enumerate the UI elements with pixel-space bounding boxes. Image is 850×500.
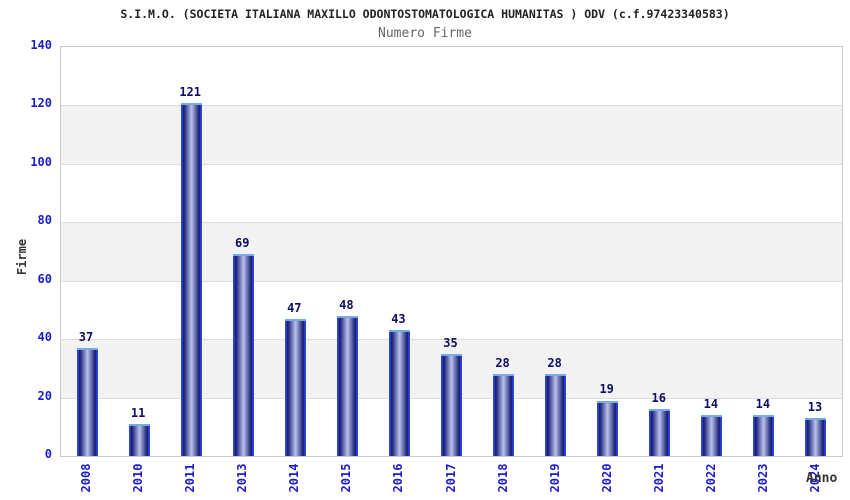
bar-value-label: 16 [651, 391, 666, 406]
x-tick-label: 2017 [443, 463, 458, 493]
bar-2018 [493, 374, 515, 456]
x-tick-label: 2010 [131, 463, 146, 493]
bar-value-label: 47 [287, 300, 302, 315]
y-gridline [61, 280, 842, 282]
x-tick-label: 2018 [495, 463, 510, 493]
y-gridline [61, 163, 842, 165]
plot-area [60, 46, 843, 457]
y-gridline [61, 339, 842, 341]
x-tick-label: 2015 [339, 463, 354, 493]
x-axis-title: Anno [806, 471, 838, 486]
x-tick-label: 2011 [183, 463, 198, 493]
bar-2022 [701, 415, 723, 456]
y-tick-label: 80 [37, 213, 52, 228]
bar-2024 [805, 418, 827, 456]
chart-subtitle: Numero Firme [378, 26, 472, 41]
chart-title: S.I.M.O. (SOCIETA ITALIANA MAXILLO ODONT… [120, 7, 730, 21]
y-tick-label: 120 [30, 96, 52, 111]
bar-2023 [753, 415, 775, 456]
x-tick-label: 2020 [599, 463, 614, 493]
x-tick-label: 2008 [79, 463, 94, 493]
bar-value-label: 121 [179, 84, 201, 99]
bar-2021 [649, 409, 671, 456]
bar-value-label: 48 [339, 297, 354, 312]
x-tick-label: 2023 [755, 463, 770, 493]
y-tick-label: 0 [44, 447, 52, 461]
y-tick-label: 40 [37, 330, 52, 345]
bar-value-label: 43 [391, 312, 406, 327]
bar-value-label: 35 [443, 335, 458, 350]
bar-value-label: 14 [703, 397, 719, 412]
bar-value-label: 14 [755, 397, 771, 412]
y-tick-label: 100 [30, 154, 52, 169]
bar-2015 [336, 315, 358, 456]
bar-value-label: 11 [130, 405, 146, 420]
x-tick-label: 2021 [651, 463, 666, 493]
y-tick-label: 140 [30, 38, 52, 52]
y-tick-label: 60 [37, 271, 52, 286]
plot-band [61, 280, 842, 340]
bar-2008 [76, 347, 98, 456]
bar-value-label: 13 [807, 400, 823, 415]
x-tick-label: 2022 [703, 463, 718, 493]
y-axis-title: Firme [15, 238, 29, 276]
y-tick-label: 20 [37, 388, 52, 403]
bar-2016 [388, 330, 410, 456]
bar-2010 [128, 423, 150, 456]
bar-2020 [597, 400, 619, 456]
plot-band [61, 222, 842, 281]
x-tick-label: 2019 [547, 463, 562, 493]
plot-band [61, 163, 842, 223]
y-gridline [61, 222, 842, 224]
bar-2019 [545, 374, 567, 456]
plot-band [61, 47, 842, 106]
bar-value-label: 69 [234, 236, 250, 251]
bar-2014 [284, 318, 306, 456]
bar-value-label: 19 [599, 382, 614, 397]
bar-value-label: 28 [495, 356, 510, 371]
y-gridline [61, 105, 842, 107]
bar-value-label: 37 [78, 329, 94, 344]
bar-2017 [441, 353, 462, 456]
bar-2013 [232, 254, 254, 456]
x-tick-label: 2016 [391, 463, 406, 493]
bar-value-label: 28 [547, 356, 562, 371]
x-tick-label: 2013 [235, 463, 250, 493]
bar-2011 [180, 102, 202, 456]
x-tick-label: 2014 [287, 463, 302, 493]
plot-band [61, 105, 842, 164]
